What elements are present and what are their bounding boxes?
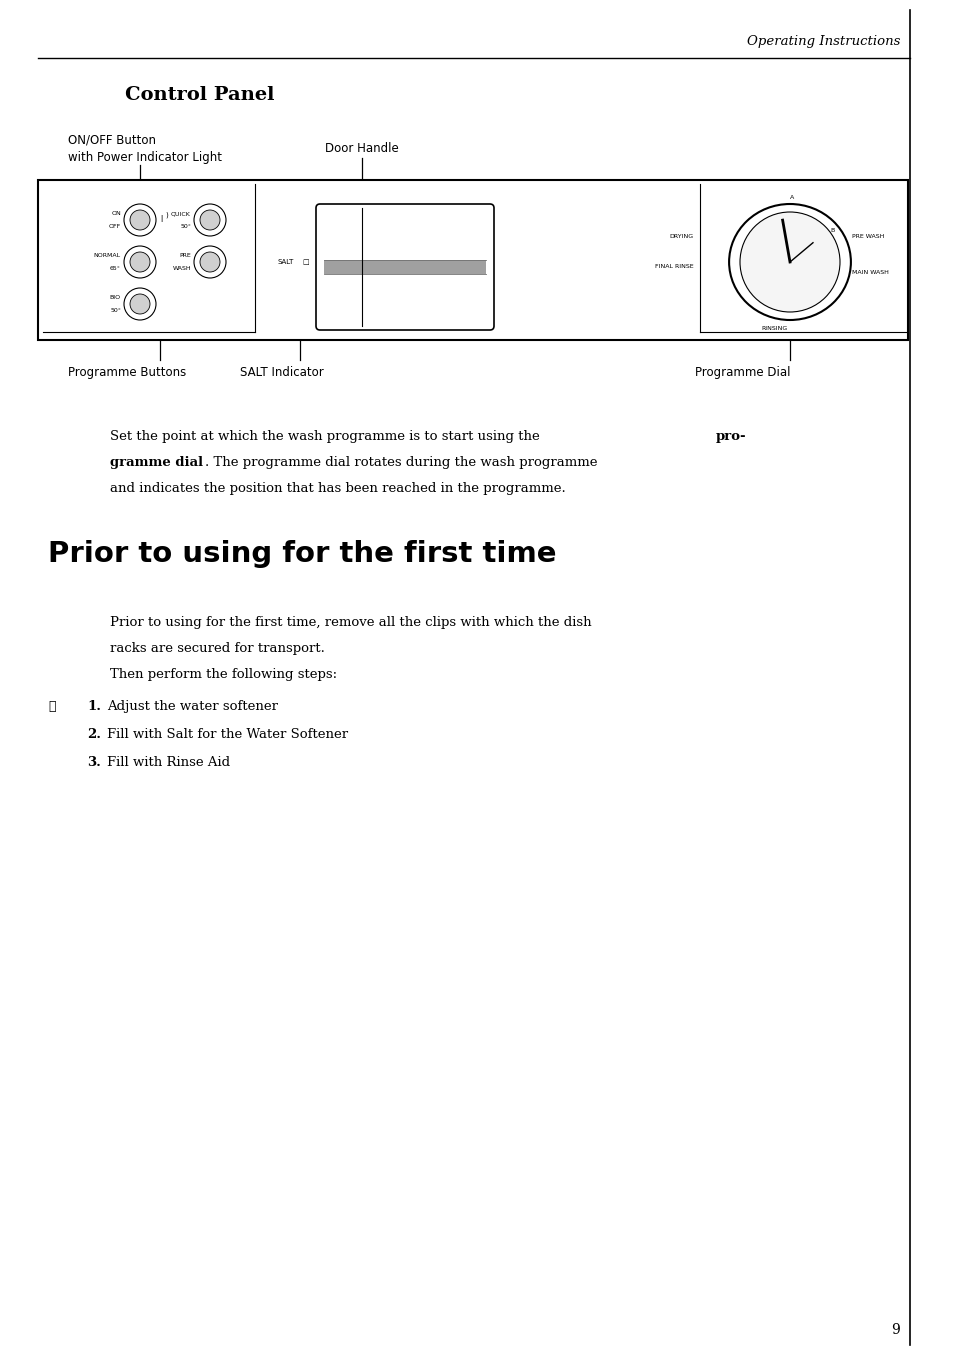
- Text: NORMAL: NORMAL: [93, 253, 121, 258]
- Text: 65°: 65°: [110, 266, 121, 270]
- Text: Door Handle: Door Handle: [325, 142, 398, 154]
- FancyBboxPatch shape: [315, 204, 494, 330]
- Text: PRE WASH: PRE WASH: [851, 234, 883, 239]
- Circle shape: [200, 210, 220, 230]
- Bar: [324, 260, 485, 274]
- Text: A: A: [789, 195, 793, 200]
- Text: Prior to using for the first time, remove all the clips with which the dish: Prior to using for the first time, remov…: [110, 617, 591, 629]
- Text: with Power Indicator Light: with Power Indicator Light: [68, 151, 222, 165]
- Circle shape: [130, 210, 150, 230]
- Text: 2.: 2.: [87, 727, 101, 741]
- Text: Set the point at which the wash programme is to start using the: Set the point at which the wash programm…: [110, 430, 543, 443]
- Ellipse shape: [728, 204, 850, 320]
- Text: QUICK: QUICK: [171, 211, 191, 216]
- Text: racks are secured for transport.: racks are secured for transport.: [110, 642, 325, 654]
- Text: SALT Indicator: SALT Indicator: [240, 366, 323, 379]
- Ellipse shape: [740, 212, 840, 312]
- Text: 3.: 3.: [87, 756, 101, 769]
- Text: I: I: [160, 215, 162, 224]
- Text: MAIN WASH: MAIN WASH: [851, 269, 888, 274]
- Text: ): ): [165, 212, 168, 218]
- Text: Programme Buttons: Programme Buttons: [68, 366, 186, 379]
- Circle shape: [124, 288, 156, 320]
- Circle shape: [193, 246, 226, 279]
- Text: PRE: PRE: [179, 253, 191, 258]
- Text: pro-: pro-: [716, 430, 746, 443]
- Text: B: B: [830, 227, 834, 233]
- Text: 50°: 50°: [110, 308, 121, 314]
- Text: and indicates the position that has been reached in the programme.: and indicates the position that has been…: [110, 483, 565, 495]
- Circle shape: [200, 251, 220, 272]
- Text: 1.: 1.: [87, 700, 101, 713]
- Text: gramme dial: gramme dial: [110, 456, 203, 469]
- Text: Control Panel: Control Panel: [125, 87, 274, 104]
- Text: Then perform the following steps:: Then perform the following steps:: [110, 668, 336, 681]
- Circle shape: [124, 246, 156, 279]
- Text: OFF: OFF: [109, 224, 121, 228]
- Text: SALT: SALT: [277, 260, 294, 265]
- Text: ☞: ☞: [48, 700, 55, 713]
- Text: 50°: 50°: [180, 224, 191, 228]
- Text: BIO: BIO: [110, 295, 121, 300]
- Text: FINAL RINSE: FINAL RINSE: [655, 265, 693, 269]
- Text: ON: ON: [112, 211, 121, 216]
- Text: RINSING: RINSING: [761, 326, 787, 331]
- Text: Prior to using for the first time: Prior to using for the first time: [48, 539, 556, 568]
- Text: Programme Dial: Programme Dial: [695, 366, 790, 379]
- Text: Operating Instructions: Operating Instructions: [746, 35, 899, 49]
- Text: Adjust the water softener: Adjust the water softener: [107, 700, 277, 713]
- Text: Fill with Salt for the Water Softener: Fill with Salt for the Water Softener: [107, 727, 348, 741]
- Circle shape: [193, 204, 226, 237]
- Text: WASH: WASH: [172, 266, 191, 270]
- Bar: [38, 180, 907, 339]
- Circle shape: [130, 293, 150, 314]
- Text: □: □: [302, 260, 309, 265]
- Circle shape: [124, 204, 156, 237]
- Text: 9: 9: [890, 1324, 899, 1337]
- Text: ON/OFF Button: ON/OFF Button: [68, 134, 156, 146]
- Text: . The programme dial rotates during the wash programme: . The programme dial rotates during the …: [205, 456, 597, 469]
- Text: DRYING: DRYING: [669, 234, 693, 239]
- Circle shape: [130, 251, 150, 272]
- Text: Fill with Rinse Aid: Fill with Rinse Aid: [107, 756, 230, 769]
